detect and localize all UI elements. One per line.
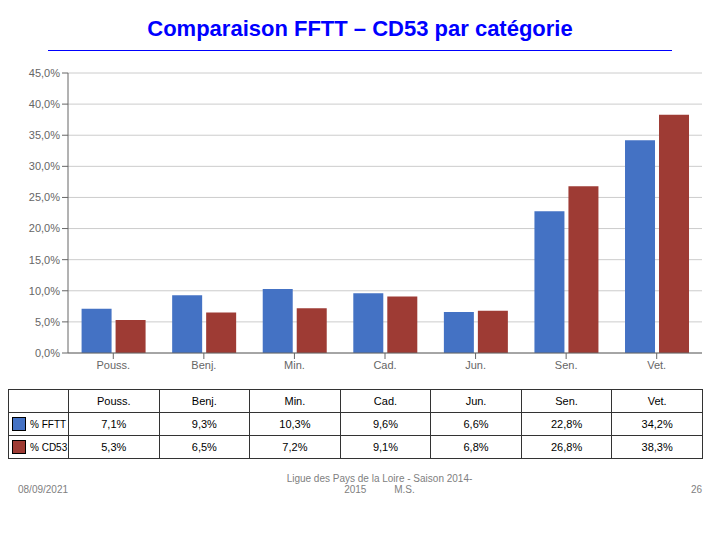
svg-text:35,0%: 35,0%	[29, 129, 60, 141]
svg-text:45,0%: 45,0%	[29, 67, 60, 79]
html-text:9,1%: 9,1%	[372, 441, 398, 453]
html-text:Benj.: Benj.	[191, 395, 217, 407]
html-text:7,2%: 7,2%	[282, 441, 308, 453]
html-text:Jun.: Jun.	[465, 395, 487, 407]
svg-text:15,0%: 15,0%	[29, 254, 60, 266]
svg-text:Min.: Min.	[284, 359, 305, 371]
html-text:22,8%: 22,8%	[551, 418, 583, 430]
html-text:6,6%: 6,6%	[463, 418, 489, 430]
html-text:34,2%: 34,2%	[641, 418, 673, 430]
svg-text:Jun.: Jun.	[465, 359, 486, 371]
html-text:7,1%: 7,1%	[101, 418, 127, 430]
svg-text:5,0%: 5,0%	[35, 316, 60, 328]
html-text:Pouss.: Pouss.	[97, 395, 131, 407]
svg-text:30,0%: 30,0%	[29, 160, 60, 172]
html-text:26: 26	[690, 484, 702, 495]
html-text:08/09/2021: 08/09/2021	[18, 484, 69, 495]
html-text:% CD53: % CD53	[30, 441, 68, 453]
svg-text:10,0%: 10,0%	[29, 285, 60, 297]
html-text:5,3%: 5,3%	[101, 441, 127, 453]
html-text:38,3%: 38,3%	[641, 441, 673, 453]
html-text:Min.: Min.	[284, 395, 306, 407]
svg-text:20,0%: 20,0%	[29, 222, 60, 234]
html-text:26,8%: 26,8%	[551, 441, 583, 453]
html-text:Comparaison FFTT – CD53 par ca: Comparaison FFTT – CD53 par catégorie	[147, 16, 573, 41]
html-text:Sen.: Sen.	[555, 395, 578, 407]
html-text:% FFTT: % FFTT	[30, 418, 67, 430]
html-text:Cad.: Cad.	[373, 395, 398, 407]
svg-text:Cad.: Cad.	[373, 359, 396, 371]
html-text:9,6%: 9,6%	[372, 418, 398, 430]
svg-text:Benj.: Benj.	[191, 359, 216, 371]
svg-text:Pouss.: Pouss.	[96, 359, 130, 371]
html-text:9,3%: 9,3%	[191, 418, 217, 430]
html-text:10,3%: 10,3%	[279, 418, 311, 430]
html-text:6,5%: 6,5%	[191, 441, 217, 453]
html-text:6,8%: 6,8%	[463, 441, 489, 453]
svg-text:Vet.: Vet.	[647, 359, 666, 371]
html-text:Vet.: Vet.	[647, 395, 667, 407]
html-text:Ligue des Pays de la Loire - S: Ligue des Pays de la Loire - Saison 2014…	[286, 473, 473, 495]
svg-text:0,0%: 0,0%	[35, 347, 60, 359]
svg-text:40,0%: 40,0%	[29, 98, 60, 110]
svg-text:Sen.: Sen.	[555, 359, 578, 371]
svg-text:25,0%: 25,0%	[29, 191, 60, 203]
